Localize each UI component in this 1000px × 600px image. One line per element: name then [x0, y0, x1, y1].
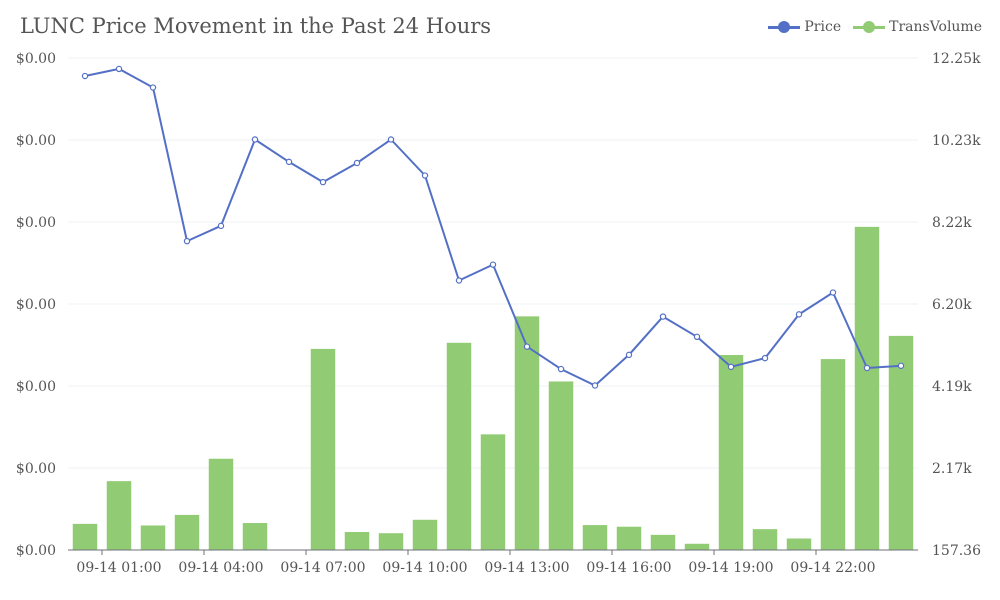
volume-bar	[412, 519, 438, 550]
price-point	[421, 172, 429, 179]
volume-bar	[344, 531, 370, 550]
price-point	[149, 84, 157, 91]
price-point	[659, 313, 667, 320]
y-left-tick-label: $0.00	[16, 51, 56, 67]
price-point	[625, 351, 633, 359]
price-point	[319, 178, 327, 186]
x-tick-label: 09-14 07:00	[280, 560, 365, 576]
legend-transvolume-swatch	[853, 21, 886, 33]
y-left-tick-label: $0.00	[16, 379, 56, 395]
y-right-tick-label: 4.19k	[932, 379, 972, 395]
y-right-tick-label: 10.23k	[932, 133, 981, 149]
y-left-tick-label: $0.00	[16, 215, 56, 231]
axis-labels: $0.00 157.36 $0.00 2.17k $0.00 4.19k $0.00 6.20…	[16, 51, 981, 576]
price-point	[183, 237, 191, 245]
y-right-tick-label: 157.36	[932, 543, 981, 559]
volume-bar	[582, 525, 608, 550]
price-point	[115, 65, 123, 73]
volume-bar	[310, 348, 336, 550]
y-right-tick-label: 8.22k	[932, 215, 972, 231]
volume-bar	[480, 434, 506, 550]
price-point	[523, 343, 531, 350]
price-point	[795, 311, 803, 318]
price-point	[285, 158, 293, 166]
volume-bar	[752, 529, 778, 550]
legend-item-price[interactable]: Price	[768, 19, 841, 35]
volume-bar	[786, 538, 812, 550]
volume-bar	[242, 523, 268, 550]
y-left-tick-label: $0.00	[16, 461, 56, 477]
volume-bar	[72, 523, 98, 550]
volume-bar	[650, 534, 676, 550]
x-tick-label: 09-14 19:00	[688, 560, 773, 576]
price-line	[81, 65, 905, 389]
price-line-path	[84, 67, 902, 387]
volume-bar	[684, 543, 710, 550]
legend-item-transvolume[interactable]: TransVolume	[853, 19, 982, 35]
y-left-tick-label: $0.00	[16, 297, 56, 313]
x-axis	[68, 549, 918, 555]
y-right-tick-label: 6.20k	[932, 297, 972, 313]
price-point	[81, 72, 89, 80]
volume-bar	[174, 514, 200, 550]
price-point	[591, 382, 599, 389]
legend-transvolume-label: TransVolume	[889, 19, 982, 35]
price-point	[353, 159, 361, 167]
volume-bar	[888, 335, 914, 550]
volume-bar	[548, 381, 574, 550]
price-point	[387, 136, 395, 143]
price-point	[693, 333, 701, 340]
volume-bar	[378, 533, 404, 550]
volume-bar	[446, 342, 472, 550]
volume-bars	[72, 226, 914, 551]
price-point	[251, 136, 259, 143]
volume-bar	[514, 316, 540, 550]
price-point	[863, 364, 871, 372]
y-right-tick-label: 2.17k	[932, 461, 972, 477]
price-point	[897, 362, 905, 369]
volume-bar	[140, 525, 166, 550]
legend-price-label: Price	[804, 19, 842, 35]
legend: Price TransVolume	[768, 19, 982, 35]
volume-bar	[854, 226, 880, 551]
x-tick-label: 09-14 10:00	[382, 560, 467, 576]
x-tick-label: 09-14 04:00	[178, 560, 263, 576]
x-tick-label: 09-14 22:00	[790, 560, 875, 576]
price-point	[489, 261, 497, 268]
y-left-tick-label: $0.00	[16, 543, 56, 559]
volume-bar	[718, 355, 744, 550]
price-point	[761, 354, 769, 362]
grid-lines	[68, 57, 918, 469]
volume-bar	[616, 526, 642, 550]
y-left-tick-label: $0.00	[16, 133, 56, 149]
price-point	[557, 365, 565, 373]
chart-title: LUNC Price Movement in the Past 24 Hours	[20, 14, 492, 38]
price-point	[829, 289, 837, 296]
legend-price-swatch	[768, 21, 801, 33]
volume-bar	[106, 481, 132, 550]
volume-bar	[208, 458, 234, 550]
volume-bar	[820, 359, 846, 550]
price-point	[455, 277, 463, 284]
price-point	[217, 222, 225, 230]
y-right-tick-label: 12.25k	[932, 51, 981, 67]
x-tick-label: 09-14 01:00	[76, 560, 161, 576]
x-tick-label: 09-14 13:00	[484, 560, 569, 576]
price-point	[727, 363, 735, 371]
x-tick-label: 09-14 16:00	[586, 560, 671, 576]
